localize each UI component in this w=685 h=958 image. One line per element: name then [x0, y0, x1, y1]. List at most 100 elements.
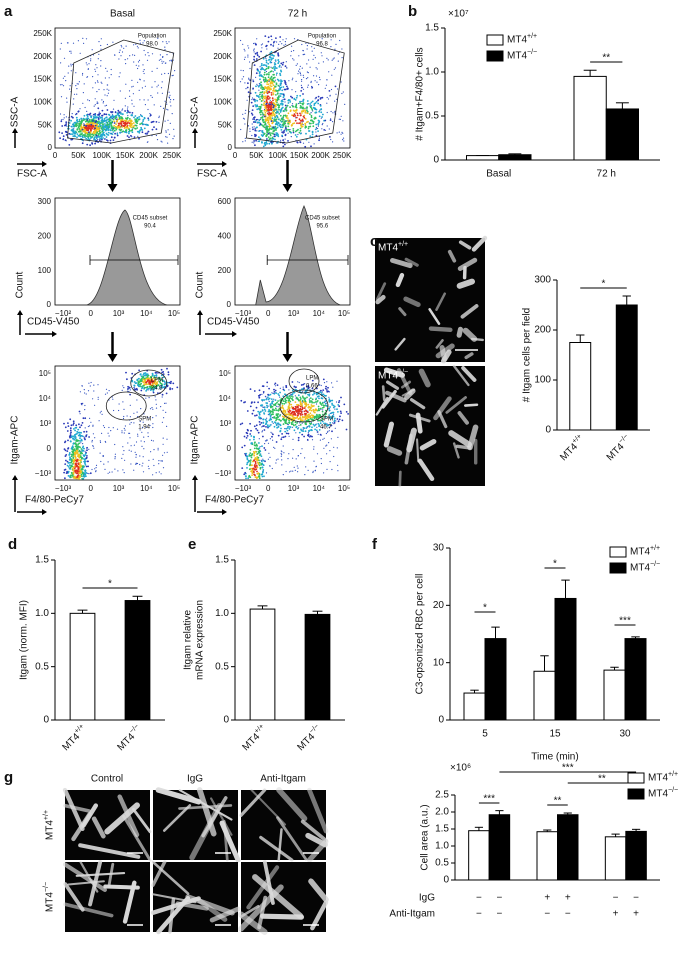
event-dot [299, 400, 301, 402]
event-dot [273, 136, 275, 138]
event-dot [145, 86, 146, 87]
event-dot [75, 85, 76, 86]
x-tick-label: 10⁴ [140, 484, 153, 493]
event-dot [83, 92, 84, 93]
event-dot [263, 79, 265, 81]
event-dot [146, 387, 148, 389]
event-dot [338, 402, 340, 404]
event-dot [83, 475, 85, 477]
event-dot [296, 136, 298, 138]
event-dot [82, 385, 83, 386]
event-dot [346, 429, 348, 431]
event-dot [167, 143, 168, 144]
arrowhead [283, 354, 293, 362]
event-dot [262, 43, 263, 44]
event-dot [108, 433, 109, 434]
event-dot [298, 437, 300, 439]
event-dot [324, 382, 325, 383]
event-dot [250, 449, 252, 451]
event-dot [114, 133, 116, 135]
event-dot [300, 408, 302, 410]
event-dot [88, 69, 89, 70]
event-dot [102, 129, 104, 131]
event-dot [292, 423, 294, 425]
event-dot [267, 104, 269, 106]
event-dot [253, 410, 255, 412]
event-dot [84, 115, 86, 117]
arrowhead [12, 475, 18, 480]
event-dot [256, 414, 258, 416]
event-dot [282, 126, 284, 128]
event-dot [286, 471, 287, 472]
event-dot [134, 445, 135, 446]
event-dot [331, 469, 332, 470]
event-dot [275, 390, 277, 392]
event-dot [314, 118, 316, 120]
event-dot [160, 54, 161, 55]
event-dot [264, 116, 266, 118]
event-dot [118, 111, 120, 113]
event-dot [322, 407, 324, 409]
event-dot [81, 132, 83, 134]
axis-label: SSC-A [10, 96, 21, 127]
event-dot [132, 103, 133, 104]
event-dot [255, 451, 257, 453]
event-dot [106, 119, 108, 121]
event-dot [117, 429, 118, 430]
event-dot [257, 68, 259, 70]
event-dot [70, 430, 72, 432]
event-dot [73, 461, 75, 463]
event-dot [114, 130, 116, 132]
event-dot [139, 464, 140, 465]
event-dot [298, 71, 299, 72]
event-dot [77, 451, 79, 453]
event-dot [135, 44, 136, 45]
arrowhead [108, 354, 118, 362]
event-dot [309, 437, 310, 438]
event-dot [282, 119, 284, 121]
event-dot [64, 58, 65, 59]
event-dot [301, 126, 303, 128]
gate-label: CD45 subset [305, 216, 340, 222]
event-dot [147, 109, 148, 110]
event-dot [74, 450, 76, 452]
event-dot [316, 67, 317, 68]
event-dot [270, 424, 272, 426]
event-dot [98, 399, 99, 400]
event-dot [316, 409, 318, 411]
event-dot [83, 431, 85, 433]
event-dot [266, 138, 268, 140]
event-dot [249, 455, 251, 457]
cell [459, 329, 460, 335]
event-dot [269, 466, 270, 467]
bar [485, 639, 506, 720]
event-dot [176, 387, 178, 389]
event-dot [254, 128, 256, 130]
event-dot [85, 453, 87, 455]
event-dot [138, 138, 140, 140]
event-dot [77, 83, 78, 84]
event-dot [119, 129, 121, 131]
event-dot [113, 127, 115, 129]
event-dot [240, 129, 241, 130]
event-dot [315, 97, 317, 99]
event-dot [259, 78, 261, 80]
event-dot [173, 99, 174, 100]
y-axis-label: # Itgam+F4/80+ cells [415, 47, 426, 140]
event-dot [297, 113, 299, 115]
event-dot [89, 418, 90, 419]
event-dot [119, 76, 120, 77]
event-dot [282, 39, 283, 40]
event-dot [78, 472, 80, 474]
event-dot [263, 146, 265, 148]
event-dot [272, 417, 273, 418]
event-dot [94, 468, 95, 469]
event-dot [73, 126, 75, 128]
event-dot [73, 104, 74, 105]
event-dot [331, 403, 333, 405]
event-dot [318, 414, 320, 416]
event-dot [265, 402, 267, 404]
event-dot [135, 452, 136, 453]
event-dot [285, 436, 287, 438]
event-dot [118, 125, 120, 127]
